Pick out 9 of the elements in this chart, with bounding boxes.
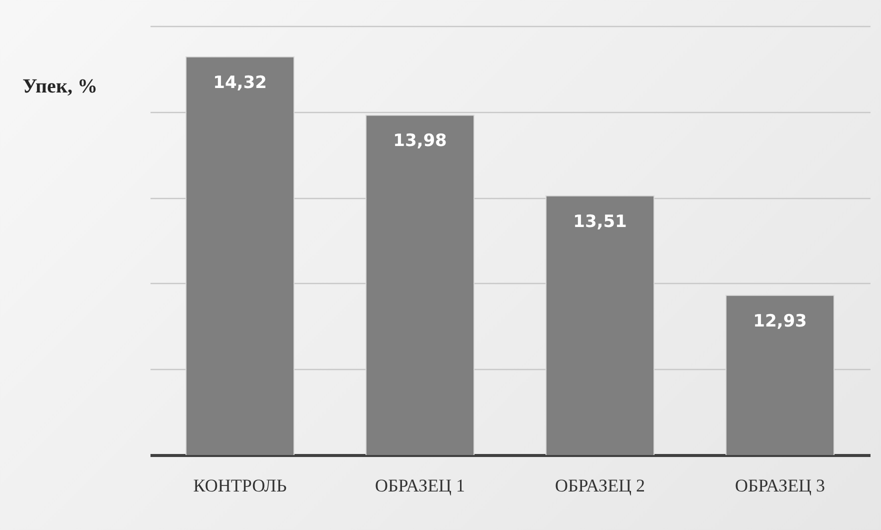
data-label: 13,51 [573,212,627,232]
data-label: 14,32 [213,72,267,93]
y-axis-title: Упек, % [22,76,98,98]
x-tick-label: ОБРАЗЕЦ 2 [554,476,646,496]
x-tick-label: ОБРАЗЕЦ 3 [734,476,826,496]
data-label: 12,93 [753,311,807,332]
x-tick-label: КОНТРОЛЬ [193,476,287,496]
x-tick-label: ОБРАЗЕЦ 1 [374,476,466,496]
data-label: 13,98 [393,131,447,152]
